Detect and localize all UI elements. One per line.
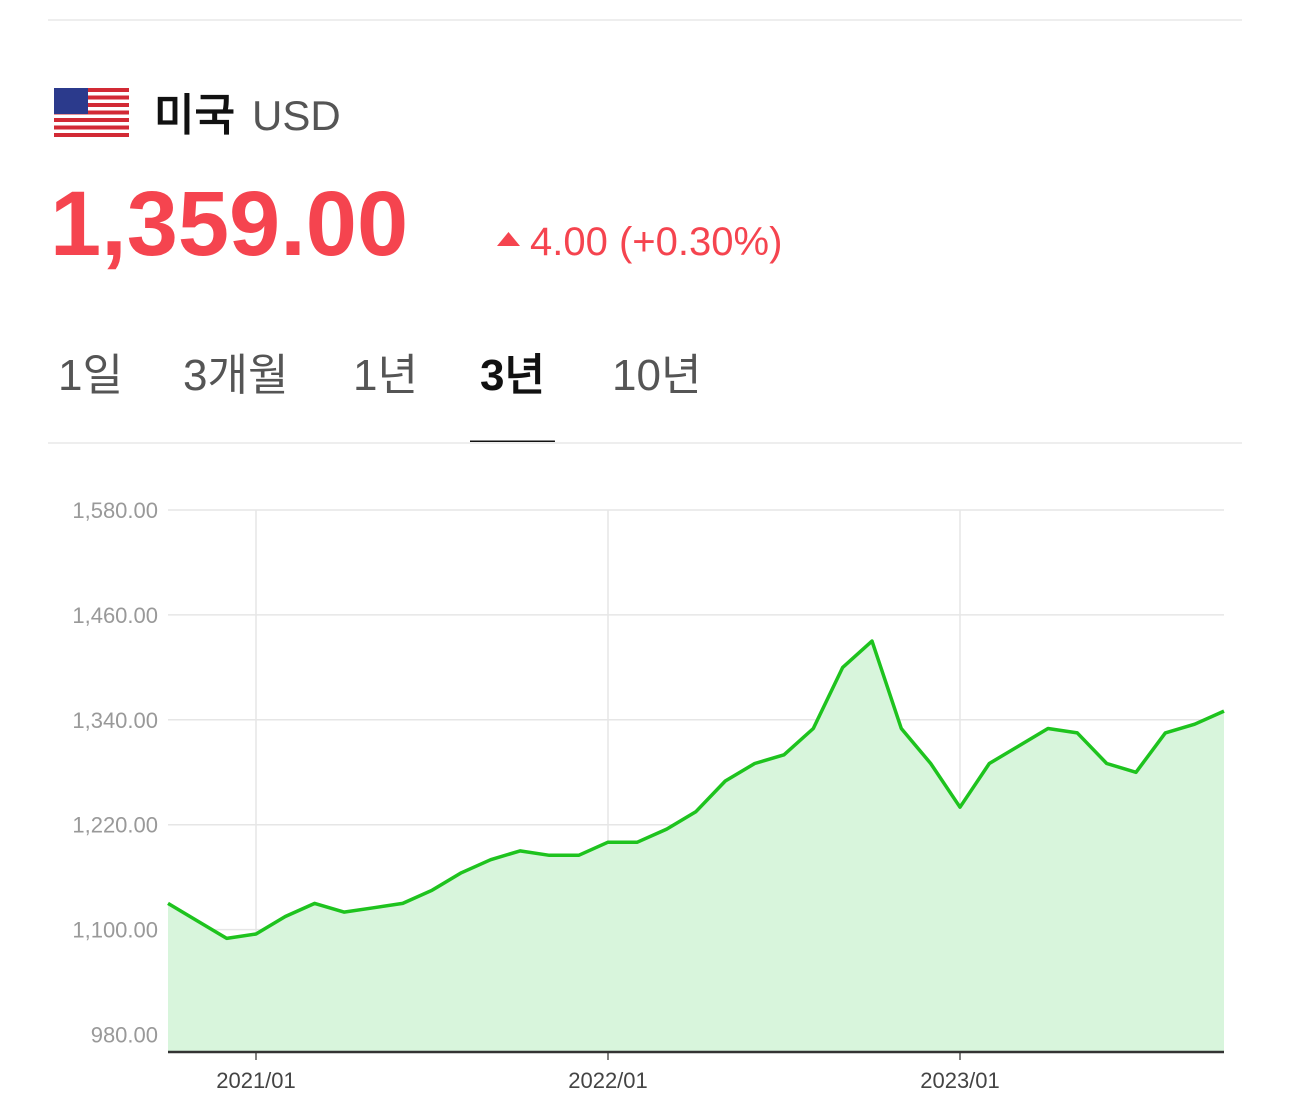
tab[interactable]: 3년 <box>480 351 545 400</box>
area <box>168 641 1224 1052</box>
us-flag <box>54 88 129 137</box>
tab[interactable]: 10년 <box>612 351 701 400</box>
y-tick-label: 980.00 <box>91 1023 158 1048</box>
price: 1,359.00 <box>50 173 408 275</box>
x-tick-label: 2021/01 <box>216 1068 296 1093</box>
x-tick-label: 2023/01 <box>920 1068 1000 1093</box>
tab[interactable]: 3개월 <box>183 351 288 400</box>
currency: USD <box>252 92 341 139</box>
country: 미국 <box>154 91 235 140</box>
y-tick-label: 1,460.00 <box>72 603 158 628</box>
y-tick-label: 1,220.00 <box>72 813 158 838</box>
tab[interactable]: 1일 <box>58 351 123 400</box>
y-tick-label: 1,100.00 <box>72 918 158 943</box>
y-tick-label: 1,340.00 <box>72 708 158 733</box>
y-tick-label: 1,580.00 <box>72 498 158 523</box>
change: 4.00 (+0.30%) <box>530 220 782 264</box>
chart: 980.00 1,100.00 1,220.00 1,340.00 1,460.00 1,… <box>72 498 1225 1093</box>
up-arrow <box>497 232 520 246</box>
tab[interactable]: 1년 <box>353 351 418 400</box>
tabs: 1일 3개월 1년 3년 10년 <box>58 351 701 444</box>
line <box>167 639 1225 941</box>
x-tick-label: 2022/01 <box>568 1068 648 1093</box>
